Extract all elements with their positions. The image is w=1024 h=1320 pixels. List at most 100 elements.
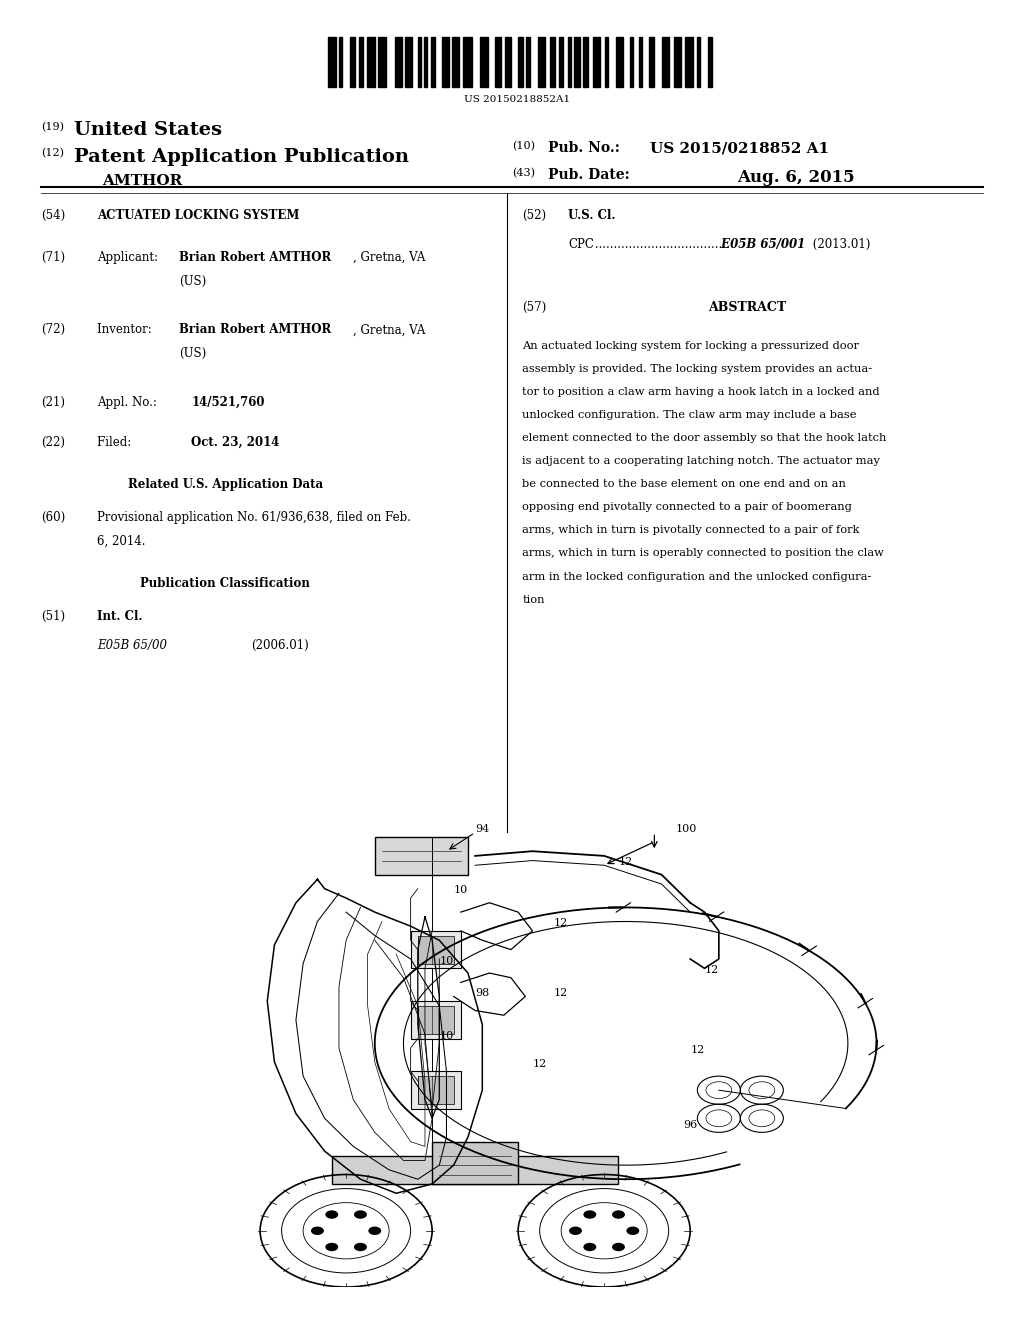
Bar (639, 37, 642, 87)
Text: (2006.01): (2006.01) (251, 639, 308, 652)
Bar (411, 1072, 461, 1109)
Text: 98: 98 (475, 989, 489, 998)
Bar (568, 37, 570, 87)
Text: Aug. 6, 2015: Aug. 6, 2015 (737, 169, 855, 186)
Text: Appl. No.:: Appl. No.: (97, 396, 161, 409)
Text: 14/521,760: 14/521,760 (191, 396, 265, 409)
Text: Provisional application No. 61/936,638, filed on Feb.: Provisional application No. 61/936,638, … (97, 511, 412, 524)
Circle shape (369, 1226, 381, 1236)
Text: be connected to the base element on one end and on an: be connected to the base element on one … (522, 479, 846, 490)
Text: Patent Application Publication: Patent Application Publication (74, 148, 409, 166)
Text: 12: 12 (532, 1059, 547, 1069)
Text: 12: 12 (618, 857, 633, 867)
Bar (479, 37, 487, 87)
Bar (359, 37, 364, 87)
Text: Applicant:: Applicant: (97, 251, 162, 264)
Text: Oct. 23, 2014: Oct. 23, 2014 (191, 436, 280, 449)
Text: ....................................: .................................... (591, 238, 729, 251)
Bar (418, 1076, 454, 1105)
Text: (51): (51) (41, 610, 66, 623)
Text: CPC: CPC (568, 238, 594, 251)
Text: Related U.S. Application Data: Related U.S. Application Data (128, 478, 323, 491)
Text: (52): (52) (522, 209, 547, 222)
Bar (663, 37, 669, 87)
Circle shape (569, 1226, 582, 1236)
Text: ACTUATED LOCKING SYSTEM: ACTUATED LOCKING SYSTEM (97, 209, 300, 222)
Bar (418, 37, 421, 87)
Bar (616, 37, 623, 87)
Text: Pub. Date:: Pub. Date: (548, 168, 630, 182)
Bar (573, 37, 580, 87)
Bar (685, 37, 693, 87)
Text: is adjacent to a cooperating latching notch. The actuator may: is adjacent to a cooperating latching no… (522, 457, 880, 466)
Text: (22): (22) (41, 436, 65, 449)
Text: ABSTRACT: ABSTRACT (709, 301, 786, 314)
Bar (339, 37, 342, 87)
Text: 94: 94 (475, 825, 489, 834)
Circle shape (612, 1210, 625, 1218)
Text: 10: 10 (439, 1031, 454, 1040)
Text: 96: 96 (683, 1119, 697, 1130)
Bar (368, 37, 376, 87)
FancyBboxPatch shape (375, 837, 468, 875)
Bar (432, 1142, 518, 1184)
Text: Brian Robert AMTHOR: Brian Robert AMTHOR (179, 251, 332, 264)
Bar (526, 37, 530, 87)
Text: tion: tion (522, 595, 545, 605)
Bar (559, 37, 563, 87)
Text: (US): (US) (179, 347, 207, 360)
Text: 12: 12 (690, 1044, 705, 1055)
Bar (332, 1156, 618, 1184)
Text: unlocked configuration. The claw arm may include a base: unlocked configuration. The claw arm may… (522, 411, 857, 420)
Bar (442, 37, 450, 87)
Circle shape (354, 1243, 367, 1251)
Bar (411, 1001, 461, 1039)
Text: assembly is provided. The locking system provides an actua-: assembly is provided. The locking system… (522, 364, 872, 374)
Text: US 20150218852A1: US 20150218852A1 (464, 95, 570, 104)
Circle shape (627, 1226, 639, 1236)
Bar (418, 936, 454, 964)
Text: tor to position a claw arm having a hook latch in a locked and: tor to position a claw arm having a hook… (522, 387, 880, 397)
Text: 10: 10 (439, 956, 454, 966)
Bar (505, 37, 511, 87)
Text: 100: 100 (676, 825, 697, 834)
Bar (328, 37, 336, 87)
Text: arms, which in turn is pivotally connected to a pair of fork: arms, which in turn is pivotally connect… (522, 525, 859, 536)
Text: U.S. Cl.: U.S. Cl. (568, 209, 615, 222)
Text: Int. Cl.: Int. Cl. (97, 610, 142, 623)
Text: (54): (54) (41, 209, 66, 222)
Text: E05B 65/00: E05B 65/00 (97, 639, 167, 652)
Text: (43): (43) (512, 168, 535, 178)
Bar (431, 37, 435, 87)
Text: (19): (19) (41, 121, 63, 132)
Bar (649, 37, 654, 87)
Circle shape (354, 1210, 367, 1218)
Bar (583, 37, 588, 87)
Text: (21): (21) (41, 396, 65, 409)
Text: arms, which in turn is operably connected to position the claw: arms, which in turn is operably connecte… (522, 549, 884, 558)
Text: arm in the locked configuration and the unlocked configura-: arm in the locked configuration and the … (522, 572, 871, 582)
Text: 12: 12 (705, 965, 719, 975)
Bar (518, 37, 523, 87)
Bar (350, 37, 355, 87)
Text: 12: 12 (554, 919, 568, 928)
Text: Brian Robert AMTHOR: Brian Robert AMTHOR (179, 323, 332, 337)
Circle shape (326, 1243, 338, 1251)
Text: (12): (12) (41, 148, 63, 158)
Text: 10: 10 (454, 886, 468, 895)
Bar (708, 37, 712, 87)
Text: Inventor:: Inventor: (97, 323, 160, 337)
Bar (453, 37, 460, 87)
Text: Publication Classification: Publication Classification (140, 577, 310, 590)
Text: (10): (10) (512, 141, 535, 152)
Bar (424, 37, 427, 87)
Text: (2013.01): (2013.01) (809, 238, 870, 251)
Bar (630, 37, 633, 87)
Circle shape (326, 1210, 338, 1218)
Text: AMTHOR: AMTHOR (102, 174, 182, 189)
Text: opposing end pivotally connected to a pair of boomerang: opposing end pivotally connected to a pa… (522, 503, 852, 512)
Text: 6, 2014.: 6, 2014. (97, 535, 145, 548)
Circle shape (584, 1243, 596, 1251)
Bar (550, 37, 555, 87)
Bar (495, 37, 501, 87)
